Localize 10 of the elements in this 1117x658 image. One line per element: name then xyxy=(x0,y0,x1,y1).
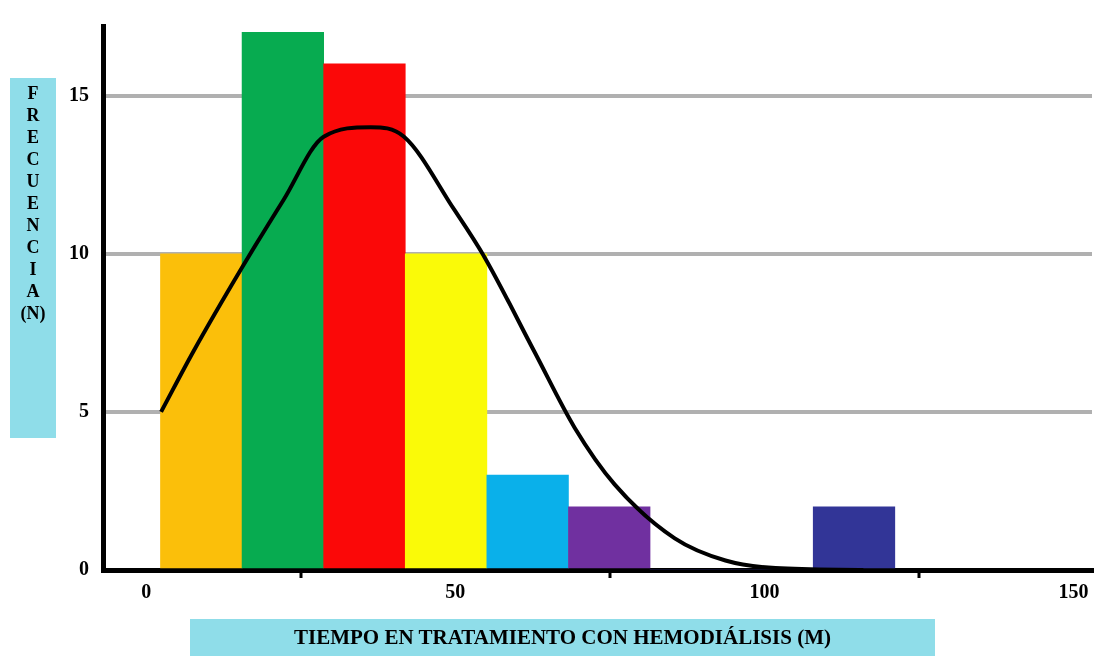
y-tick-label: 10 xyxy=(69,240,89,263)
y-tick-label: 5 xyxy=(79,399,89,422)
text: FRECUENCIA (N) xyxy=(20,83,46,323)
x-tick-label: 50 xyxy=(445,580,466,603)
x-tick-label: 150 xyxy=(1058,580,1089,603)
x-tick-label: 0 xyxy=(141,580,152,603)
x-tick-label: 100 xyxy=(749,580,780,603)
y-tick-label: 0 xyxy=(79,557,89,580)
x-axis-title: TIEMPO EN TRATAMIENTO CON HEMODIÁLISIS (M) xyxy=(190,619,935,656)
y-tick-label: 15 xyxy=(69,82,89,105)
